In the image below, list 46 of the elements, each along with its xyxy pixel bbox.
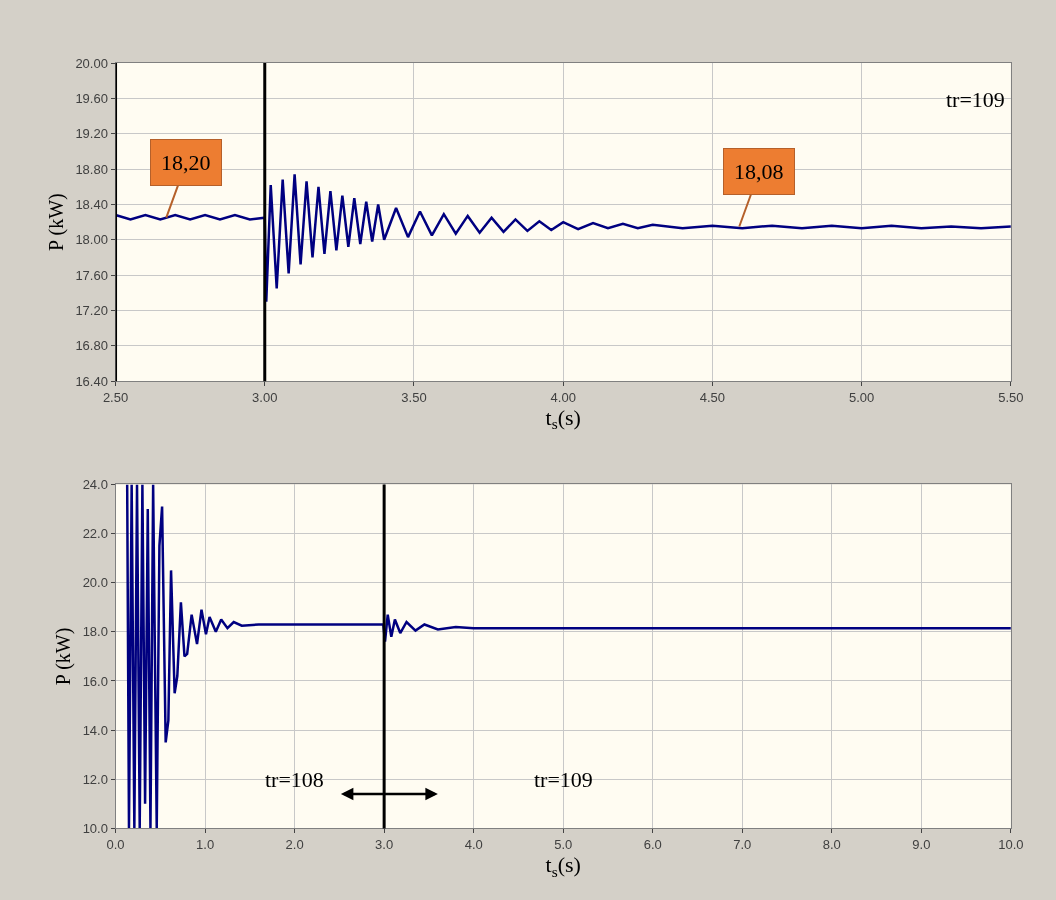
x-tick-label: 3.50 <box>401 389 427 405</box>
x-tick-label: 5.00 <box>849 389 875 405</box>
x-tick-label: 2.50 <box>102 389 129 405</box>
y-tick-label: 16.40 <box>75 373 108 389</box>
y-axis-title: P (kW) <box>52 627 76 686</box>
x-tick-label: 5.50 <box>998 389 1024 405</box>
y-tick-label: 14.0 <box>82 722 108 738</box>
y-tick-label: 22.0 <box>82 526 108 542</box>
y-axis-title: P (kW) <box>44 193 68 251</box>
x-tick-label: 3.00 <box>252 389 278 405</box>
x-tick-label: 10.0 <box>998 837 1024 852</box>
x-tick-label: 4.0 <box>464 837 483 852</box>
annotation: 18,08 <box>734 159 784 184</box>
y-tick-label: 10.0 <box>82 820 108 836</box>
x-tick-label: 7.0 <box>733 837 752 852</box>
y-tick-label: 18.80 <box>75 161 108 177</box>
y-tick-label: 19.20 <box>75 126 108 142</box>
x-axis-title: t$_{s}$(s) <box>545 852 581 880</box>
x-tick-label: 1.0 <box>196 837 215 852</box>
line-series <box>125 484 1011 829</box>
x-tick-label: 8.0 <box>822 837 841 852</box>
annotation: tr=108 <box>265 767 324 792</box>
annotation: tr=109 <box>946 87 1005 112</box>
y-tick-label: 24.0 <box>82 476 108 492</box>
annotation: tr=109 <box>534 767 593 792</box>
x-tick-label: 4.00 <box>550 389 576 405</box>
y-tick-label: 17.20 <box>75 303 108 319</box>
y-tick-label: 18.00 <box>75 232 108 248</box>
annotation: 18,20 <box>161 150 211 175</box>
x-tick-label: 4.50 <box>699 389 726 405</box>
x-tick-label: 5.0 <box>554 837 573 852</box>
y-tick-label: 12.0 <box>82 771 108 787</box>
y-tick-label: 16.80 <box>75 338 108 354</box>
y-tick-label: 16.0 <box>82 673 108 689</box>
y-tick-label: 19.60 <box>75 90 108 106</box>
x-tick-label: 3.0 <box>375 837 394 852</box>
x-tick-label: 6.0 <box>643 837 662 852</box>
x-tick-label: 2.0 <box>285 837 304 852</box>
y-tick-label: 20.0 <box>82 575 108 591</box>
x-axis-title: t$_{s}$(s) <box>545 404 581 433</box>
y-tick-label: 20.00 <box>75 55 108 71</box>
x-tick-label: 0.0 <box>106 837 125 852</box>
x-tick-label: 9.0 <box>912 837 931 852</box>
y-tick-label: 18.40 <box>75 196 108 212</box>
y-tick-label: 18.0 <box>82 624 108 640</box>
y-tick-label: 17.60 <box>75 267 108 283</box>
